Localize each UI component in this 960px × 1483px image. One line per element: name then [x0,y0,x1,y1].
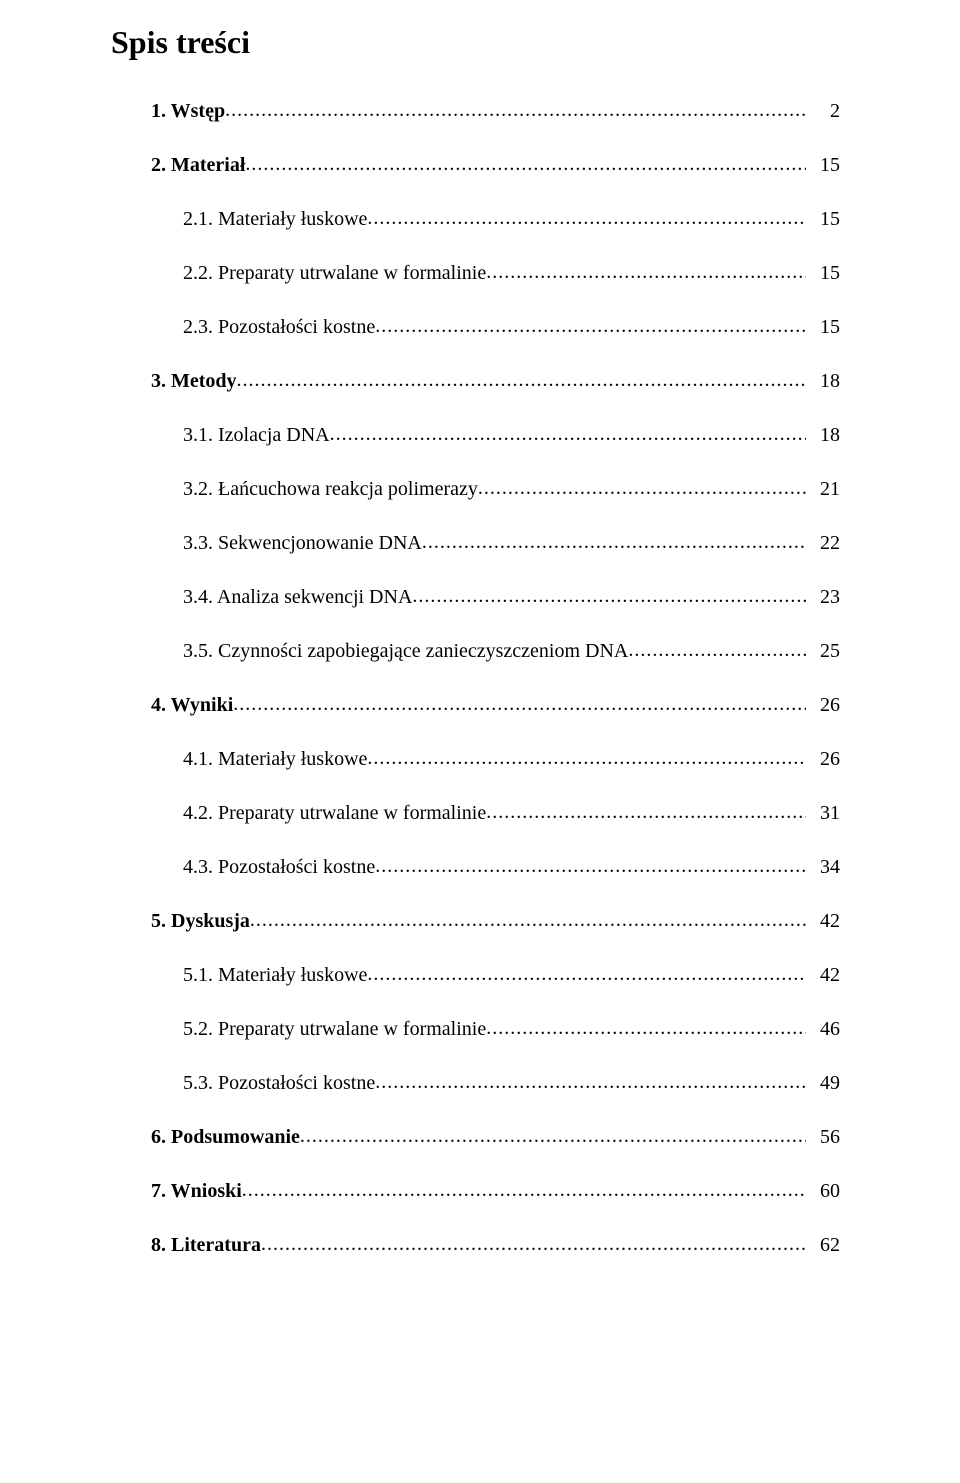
toc-entry-label: 4.2. Preparaty utrwalane w formalinie [183,799,486,827]
toc-leader-dots [486,258,806,286]
toc-entry-label: 2. Materiał [151,151,245,179]
toc-entry: 2.2. Preparaty utrwalane w formalinie 15 [183,259,840,287]
toc-leader-dots [375,1068,806,1096]
toc-entry-page: 26 [806,745,840,773]
toc-entry-page: 2 [806,97,840,125]
toc-entry-label: 2.2. Preparaty utrwalane w formalinie [183,259,486,287]
toc-entry-page: 15 [806,151,840,179]
toc-entry: 5.3. Pozostałości kostne 49 [183,1069,840,1097]
toc-title: Spis treści [111,24,840,61]
toc-entry-label: 5.2. Preparaty utrwalane w formalinie [183,1015,486,1043]
toc-entry: 4.1. Materiały łuskowe 26 [183,745,840,773]
toc-entry: 8. Literatura 62 [151,1231,840,1259]
toc-entry: 4.3. Pozostałości kostne 34 [183,853,840,881]
toc-leader-dots [367,960,806,988]
toc-entry-label: 3.5. Czynności zapobiegające zanieczyszc… [183,637,628,665]
toc-leader-dots [422,528,806,556]
toc-entry-page: 21 [806,475,840,503]
toc-leader-dots [233,690,806,718]
toc-leader-dots [375,852,806,880]
toc-entry-page: 18 [806,421,840,449]
toc-leader-dots [367,204,806,232]
toc-leader-dots [245,150,806,178]
toc-entry-page: 56 [806,1123,840,1151]
toc-entry: 5. Dyskusja 42 [151,907,840,935]
toc-entry: 3.2. Łańcuchowa reakcja polimerazy 21 [183,475,840,503]
toc-list: 1. Wstęp22. Materiał152.1. Materiały łus… [115,97,840,1259]
toc-entry-label: 7. Wnioski [151,1177,242,1205]
toc-entry-label: 5. Dyskusja [151,907,250,935]
toc-leader-dots [375,312,806,340]
toc-entry: 3. Metody 18 [151,367,840,395]
toc-entry: 2.3. Pozostałości kostne 15 [183,313,840,341]
toc-entry: 5.2. Preparaty utrwalane w formalinie 46 [183,1015,840,1043]
toc-leader-dots [330,420,806,448]
toc-entry: 3.4. Analiza sekwencji DNA 23 [183,583,840,611]
toc-entry-label: 2.3. Pozostałości kostne [183,313,375,341]
toc-entry-label: 5.3. Pozostałości kostne [183,1069,375,1097]
toc-leader-dots [486,1014,806,1042]
toc-entry: 3.5. Czynności zapobiegające zanieczyszc… [183,637,840,665]
toc-entry-label: 3.1. Izolacja DNA [183,421,330,449]
toc-entry-page: 42 [806,907,840,935]
toc-entry: 1. Wstęp 2 [151,97,840,125]
toc-entry: 2. Materiał 15 [151,151,840,179]
toc-entry-label: 3.4. Analiza sekwencji DNA [183,583,412,611]
toc-entry-page: 34 [806,853,840,881]
toc-entry: 4. Wyniki 26 [151,691,840,719]
toc-entry-label: 3. Metody [151,367,237,395]
toc-leader-dots [261,1230,806,1258]
toc-leader-dots [242,1176,806,1204]
toc-entry-page: 23 [806,583,840,611]
toc-entry-label: 3.2. Łańcuchowa reakcja polimerazy [183,475,478,503]
toc-leader-dots [412,582,806,610]
toc-entry-page: 15 [806,313,840,341]
toc-entry: 3.3. Sekwencjonowanie DNA 22 [183,529,840,557]
toc-entry-label: 6. Podsumowanie [151,1123,300,1151]
toc-entry-page: 46 [806,1015,840,1043]
toc-entry: 5.1. Materiały łuskowe 42 [183,961,840,989]
toc-entry: 3.1. Izolacja DNA 18 [183,421,840,449]
toc-entry-page: 62 [806,1231,840,1259]
toc-leader-dots [300,1122,806,1150]
toc-entry-page: 42 [806,961,840,989]
toc-entry-page: 49 [806,1069,840,1097]
toc-entry-label: 1. Wstęp [151,97,225,125]
toc-entry-page: 25 [806,637,840,665]
toc-leader-dots [225,96,806,124]
toc-entry-label: 4.3. Pozostałości kostne [183,853,375,881]
toc-entry: 6. Podsumowanie 56 [151,1123,840,1151]
toc-entry-label: 3.3. Sekwencjonowanie DNA [183,529,422,557]
toc-leader-dots [478,474,806,502]
toc-entry-page: 22 [806,529,840,557]
toc-entry: 7. Wnioski 60 [151,1177,840,1205]
toc-entry-label: 4.1. Materiały łuskowe [183,745,367,773]
toc-entry-label: 2.1. Materiały łuskowe [183,205,367,233]
toc-entry-label: 8. Literatura [151,1231,261,1259]
toc-leader-dots [250,906,806,934]
toc-entry: 4.2. Preparaty utrwalane w formalinie 31 [183,799,840,827]
toc-entry-page: 31 [806,799,840,827]
toc-entry-page: 26 [806,691,840,719]
toc-entry-label: 5.1. Materiały łuskowe [183,961,367,989]
toc-entry-label: 4. Wyniki [151,691,233,719]
toc-entry-page: 15 [806,205,840,233]
toc-leader-dots [486,798,806,826]
toc-entry-page: 18 [806,367,840,395]
toc-entry: 2.1. Materiały łuskowe 15 [183,205,840,233]
toc-leader-dots [237,366,806,394]
toc-entry-page: 60 [806,1177,840,1205]
toc-leader-dots [367,744,806,772]
toc-leader-dots [628,636,806,664]
toc-entry-page: 15 [806,259,840,287]
